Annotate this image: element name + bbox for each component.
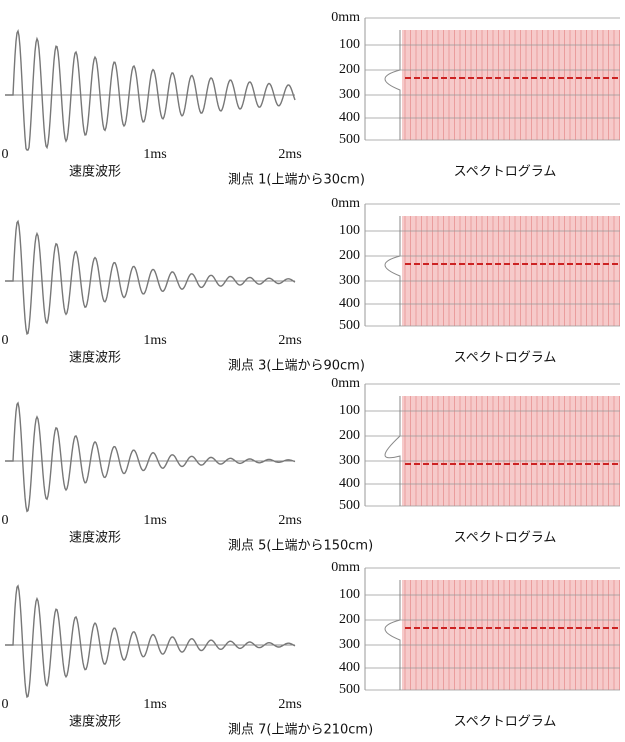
y-tick-label: 100 xyxy=(339,223,360,238)
x-tick-label: 2ms xyxy=(278,697,301,712)
y-tick-label: 400 xyxy=(339,660,360,675)
x-tick-label: 0 xyxy=(2,147,9,162)
y-tick-label: 400 xyxy=(339,110,360,125)
x-tick-label: 0 xyxy=(2,697,9,712)
spectrogram-area xyxy=(402,396,620,506)
y-tick-label: 100 xyxy=(339,403,360,418)
spectrogram-area xyxy=(402,30,620,140)
profile xyxy=(384,216,401,326)
waveform xyxy=(5,401,296,513)
y-tick-label: 200 xyxy=(339,428,360,443)
point-label: 測点 1(上端から30cm) xyxy=(228,173,365,188)
waveform-caption: 速度波形 xyxy=(69,530,121,546)
y-tick-label: 300 xyxy=(339,453,360,468)
y-tick-label: 0mm xyxy=(331,560,360,575)
point-label: 測点 5(上端から150cm) xyxy=(228,539,373,554)
y-tick-label: 400 xyxy=(339,296,360,311)
spectrogram-area xyxy=(402,216,620,326)
y-tick-label: 0mm xyxy=(331,10,360,25)
x-tick-label: 2ms xyxy=(278,333,301,348)
y-tick-label: 0mm xyxy=(331,196,360,211)
x-tick-label: 0 xyxy=(2,333,9,348)
profile xyxy=(384,396,401,506)
x-tick-label: 0 xyxy=(2,513,9,528)
profile xyxy=(384,580,401,690)
y-tick-label: 100 xyxy=(339,587,360,602)
spectrogram-caption: スペクトログラム xyxy=(454,351,557,366)
waveform-caption: 速度波形 xyxy=(69,714,121,730)
y-tick-label: 500 xyxy=(339,682,360,697)
x-tick-label: 1ms xyxy=(143,513,166,528)
point-label: 測点 7(上端から210cm) xyxy=(228,723,373,738)
x-tick-label: 2ms xyxy=(278,513,301,528)
waveform-caption: 速度波形 xyxy=(69,350,121,366)
y-tick-label: 200 xyxy=(339,612,360,627)
y-tick-label: 0mm xyxy=(331,376,360,391)
x-tick-label: 1ms xyxy=(143,697,166,712)
waveform-caption: 速度波形 xyxy=(69,164,121,180)
y-tick-label: 300 xyxy=(339,637,360,652)
y-tick-label: 200 xyxy=(339,62,360,77)
y-tick-label: 500 xyxy=(339,318,360,333)
spectrogram-caption: スペクトログラム xyxy=(454,531,557,546)
spectrogram-area xyxy=(402,580,620,690)
y-tick-label: 300 xyxy=(339,273,360,288)
x-tick-label: 1ms xyxy=(143,333,166,348)
waveform xyxy=(5,584,296,699)
y-tick-label: 200 xyxy=(339,248,360,263)
x-tick-label: 1ms xyxy=(143,147,166,162)
y-tick-label: 100 xyxy=(339,37,360,52)
point-label: 測点 3(上端から90cm) xyxy=(228,359,365,374)
y-tick-label: 500 xyxy=(339,498,360,513)
spectrogram-caption: スペクトログラム xyxy=(454,715,557,730)
profile xyxy=(384,30,401,140)
y-tick-label: 400 xyxy=(339,476,360,491)
x-tick-label: 2ms xyxy=(278,147,301,162)
spectrogram-caption: スペクトログラム xyxy=(454,165,557,180)
y-tick-label: 500 xyxy=(339,132,360,147)
waveform xyxy=(5,219,296,336)
waveform xyxy=(5,28,296,151)
y-tick-label: 300 xyxy=(339,87,360,102)
